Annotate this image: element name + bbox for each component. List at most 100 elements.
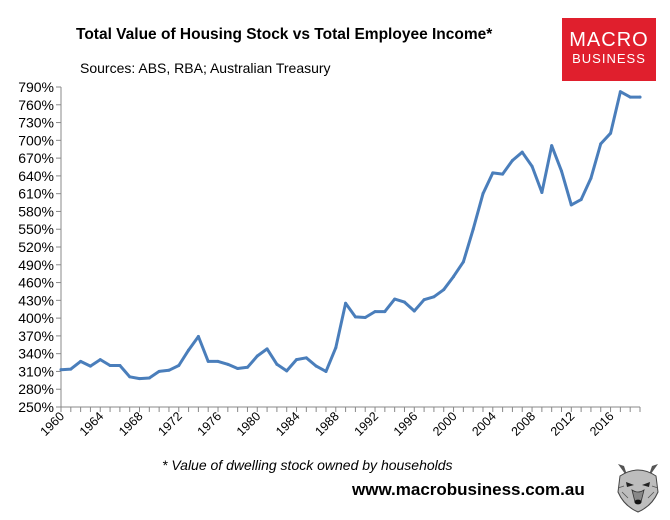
x-tick-label: 1968	[116, 409, 146, 439]
data-point	[422, 298, 426, 302]
data-point	[245, 365, 249, 369]
data-point	[589, 176, 593, 180]
data-point	[491, 171, 495, 175]
data-point	[196, 334, 200, 338]
data-point	[236, 366, 240, 370]
data-point	[69, 367, 73, 371]
data-point	[285, 369, 289, 373]
series-layer	[59, 90, 642, 381]
y-tick-label: 460%	[18, 275, 54, 291]
x-tick-label: 2016	[587, 409, 617, 439]
logo-line1: MACRO	[569, 29, 649, 51]
y-tick-label: 370%	[18, 328, 54, 344]
y-tick-label: 280%	[18, 381, 54, 397]
data-point	[569, 203, 573, 207]
data-point	[314, 364, 318, 368]
data-point	[510, 158, 514, 162]
data-point	[304, 356, 308, 360]
y-tick-label: 670%	[18, 150, 54, 166]
chart-subtitle: Sources: ABS, RBA; Australian Treasury	[80, 60, 331, 76]
data-point	[167, 368, 171, 372]
data-point	[383, 310, 387, 314]
y-tick-label: 520%	[18, 239, 54, 255]
data-point	[255, 354, 259, 358]
x-tick-label: 1980	[234, 409, 264, 439]
data-point	[363, 316, 367, 320]
data-point	[540, 190, 544, 194]
x-tick-label: 1964	[77, 409, 107, 439]
data-point	[177, 364, 181, 368]
data-point	[373, 310, 377, 314]
x-tick-label: 1988	[312, 409, 342, 439]
data-point	[452, 275, 456, 279]
data-point	[334, 346, 338, 350]
data-point	[344, 301, 348, 305]
data-point	[59, 368, 63, 372]
data-point	[147, 376, 151, 380]
data-point	[638, 95, 642, 99]
data-point	[393, 297, 397, 301]
data-point	[609, 131, 613, 135]
y-tick-label: 730%	[18, 115, 54, 131]
data-point	[79, 359, 83, 363]
data-point	[402, 300, 406, 304]
data-point	[88, 364, 92, 368]
wolf-mascot-icon	[612, 458, 664, 514]
data-point	[412, 309, 416, 313]
y-tick-label: 700%	[18, 132, 54, 148]
footnote: * Value of dwelling stock owned by house…	[162, 457, 453, 473]
data-point	[295, 358, 299, 362]
data-point	[442, 288, 446, 292]
data-point	[118, 364, 122, 368]
macrobusiness-logo: MACRO BUSINESS	[562, 18, 656, 81]
x-axis: 1960 1964 1968 1972 1976 1980 1984 1988 1992 1996…	[38, 406, 641, 439]
website-url: www.macrobusiness.com.au	[352, 480, 585, 499]
y-tick-label: 580%	[18, 203, 54, 219]
data-point	[461, 260, 465, 264]
y-tick-label: 790%	[18, 79, 54, 95]
data-point	[108, 364, 112, 368]
x-tick-label: 1984	[273, 409, 303, 439]
y-tick-label: 400%	[18, 310, 54, 326]
y-tick-label: 340%	[18, 346, 54, 362]
data-point	[265, 347, 269, 351]
data-point	[481, 192, 485, 196]
data-point	[138, 377, 142, 381]
data-point	[187, 348, 191, 352]
x-tick-label: 1996	[391, 409, 421, 439]
y-tick-label: 490%	[18, 257, 54, 273]
data-point	[599, 142, 603, 146]
series-line	[59, 90, 642, 381]
x-tick-label: 2000	[430, 409, 460, 439]
data-point	[520, 150, 524, 154]
data-point	[432, 295, 436, 299]
data-point	[559, 169, 563, 173]
x-tick-label: 1972	[155, 409, 185, 439]
chart-title: Total Value of Housing Stock vs Total Em…	[76, 26, 493, 43]
x-tick-label: 2012	[548, 409, 578, 439]
logo-line2: BUSINESS	[572, 51, 646, 66]
data-point	[618, 90, 622, 94]
y-tick-label: 550%	[18, 221, 54, 237]
data-point	[550, 144, 554, 148]
data-point	[128, 375, 132, 379]
data-point	[157, 369, 161, 373]
y-tick-label: 640%	[18, 168, 54, 184]
x-tick-label: 2004	[469, 409, 499, 439]
data-point	[98, 358, 102, 362]
y-tick-label: 760%	[18, 97, 54, 113]
data-point	[628, 95, 632, 99]
y-tick-label: 250%	[18, 399, 54, 415]
data-point	[324, 369, 328, 373]
data-point	[530, 164, 534, 168]
data-point	[353, 315, 357, 319]
x-tick-label: 1976	[195, 409, 225, 439]
data-point	[226, 362, 230, 366]
data-point	[579, 198, 583, 202]
y-tick-label: 310%	[18, 363, 54, 379]
data-point	[471, 227, 475, 231]
y-axis: 250% 280% 310%340% 370% 400% 430%460% 490% 520%…	[18, 79, 62, 415]
y-tick-label: 610%	[18, 186, 54, 202]
x-tick-label: 1992	[352, 409, 382, 439]
